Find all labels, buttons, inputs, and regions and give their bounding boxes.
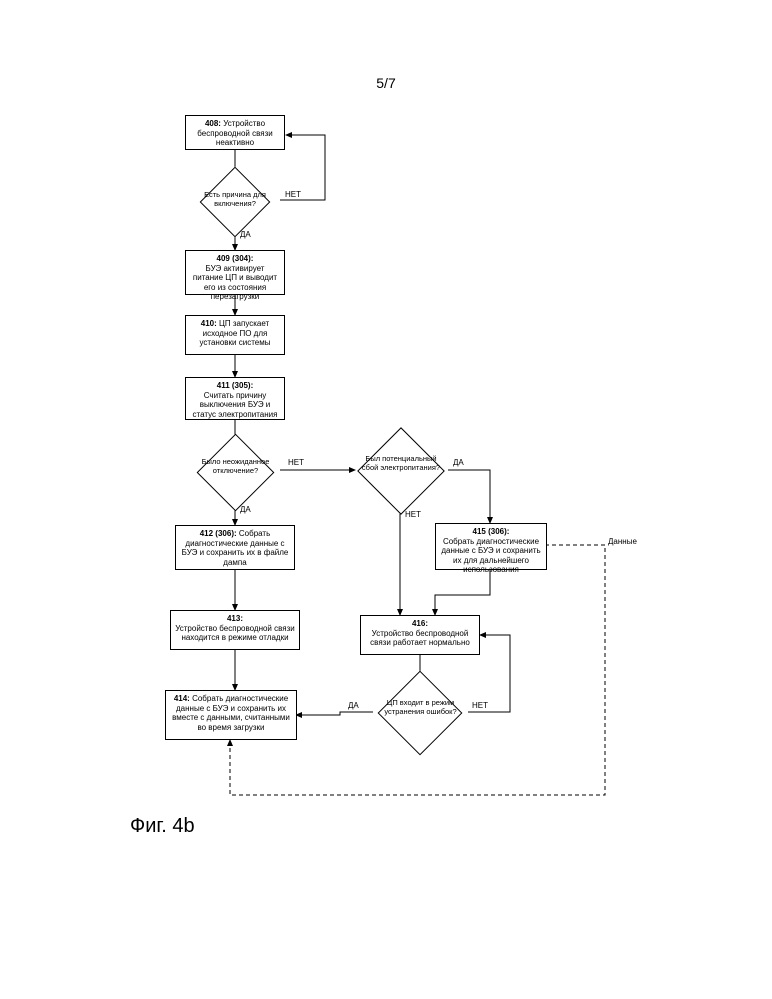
- connector-lines: [130, 115, 650, 915]
- box-412: 412 (306): Собрать диагностические данны…: [175, 525, 295, 570]
- box-414-num: 414:: [174, 694, 190, 703]
- box-409: 409 (304): БУЭ активирует питание ЦП и в…: [185, 250, 285, 295]
- box-409-num: 409 (304):: [217, 254, 254, 263]
- figure-label: Фиг. 4b: [130, 815, 195, 838]
- edge-d1-yes: ДА: [240, 230, 251, 239]
- edge-d4-no: НЕТ: [472, 701, 488, 710]
- box-411-num: 411 (305):: [217, 381, 253, 390]
- box-413: 413: Устройство беспроводной связи наход…: [170, 610, 300, 650]
- box-414-text: Собрать диагностические данные с БУЭ и с…: [172, 694, 290, 732]
- decision-unexpected-shutdown: [197, 434, 275, 512]
- decision-potential-power-fail: [357, 427, 445, 515]
- box-415-text: Собрать диагностические данные с БУЭ и с…: [441, 537, 540, 575]
- box-408-num: 408:: [205, 119, 221, 128]
- box-413-num: 413:: [227, 614, 243, 623]
- edge-data-label: Данные: [608, 537, 637, 546]
- box-416: 416: Устройство беспроводной связи работ…: [360, 615, 480, 655]
- box-410-num: 410:: [201, 319, 217, 328]
- box-411-text: Считать причину выключения БУЭ и статус …: [193, 391, 278, 419]
- box-414: 414: Собрать диагностические данные с БУ…: [165, 690, 297, 740]
- box-415-num: 415 (306):: [473, 527, 510, 536]
- edge-d1-no: НЕТ: [285, 190, 301, 199]
- box-416-num: 416:: [412, 619, 428, 628]
- edge-d2-no: НЕТ: [288, 458, 304, 467]
- box-411: 411 (305): Считать причину выключения БУ…: [185, 377, 285, 420]
- edge-d3-yes: ДА: [453, 458, 464, 467]
- box-408: 408: Устройство беспроводной связи неакт…: [185, 115, 285, 150]
- box-412-num: 412 (306):: [200, 529, 237, 538]
- box-416-text: Устройство беспроводной связи работает н…: [370, 629, 470, 648]
- edge-d4-yes: ДА: [348, 701, 359, 710]
- box-415: 415 (306): Собрать диагностические данны…: [435, 523, 547, 570]
- page-number: 5/7: [376, 75, 395, 91]
- decision-power-on-reason: [200, 167, 271, 238]
- flowchart-figure-4b: 408: Устройство беспроводной связи неакт…: [130, 115, 650, 915]
- decision-cpu-error-mode: [378, 671, 463, 756]
- box-410: 410: ЦП запускает исходное ПО для устано…: [185, 315, 285, 355]
- edge-d3-no: НЕТ: [405, 510, 421, 519]
- box-413-text: Устройство беспроводной связи находится …: [175, 624, 295, 643]
- box-409-text: БУЭ активирует питание ЦП и выводит его …: [193, 264, 277, 302]
- edge-d2-yes: ДА: [240, 505, 251, 514]
